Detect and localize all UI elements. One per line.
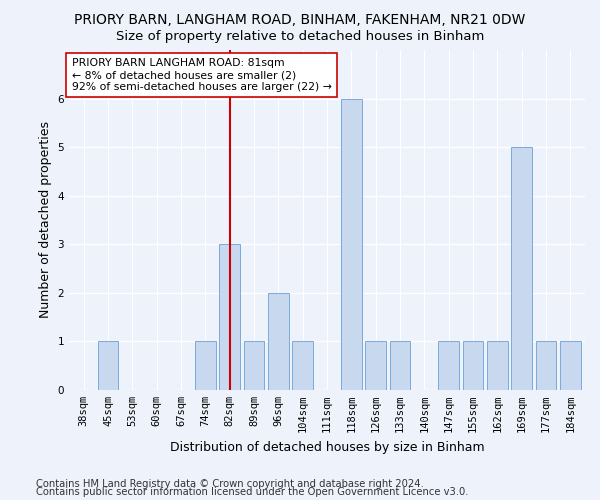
Bar	[195, 342, 215, 390]
Bar	[463, 342, 484, 390]
Bar	[487, 342, 508, 390]
Bar	[244, 342, 265, 390]
Bar	[536, 342, 556, 390]
Bar	[341, 98, 362, 390]
Text: Size of property relative to detached houses in Binham: Size of property relative to detached ho…	[116, 30, 484, 43]
Text: Contains public sector information licensed under the Open Government Licence v3: Contains public sector information licen…	[36, 487, 469, 497]
Text: Contains HM Land Registry data © Crown copyright and database right 2024.: Contains HM Land Registry data © Crown c…	[36, 479, 424, 489]
Text: PRIORY BARN, LANGHAM ROAD, BINHAM, FAKENHAM, NR21 0DW: PRIORY BARN, LANGHAM ROAD, BINHAM, FAKEN…	[74, 12, 526, 26]
Bar	[219, 244, 240, 390]
Bar	[511, 147, 532, 390]
Bar	[389, 342, 410, 390]
X-axis label: Distribution of detached houses by size in Binham: Distribution of detached houses by size …	[170, 440, 484, 454]
Bar	[98, 342, 118, 390]
Bar	[268, 293, 289, 390]
Y-axis label: Number of detached properties: Number of detached properties	[39, 122, 52, 318]
Bar	[292, 342, 313, 390]
Bar	[439, 342, 459, 390]
Bar	[560, 342, 581, 390]
Bar	[365, 342, 386, 390]
Text: PRIORY BARN LANGHAM ROAD: 81sqm
← 8% of detached houses are smaller (2)
92% of s: PRIORY BARN LANGHAM ROAD: 81sqm ← 8% of …	[71, 58, 331, 92]
